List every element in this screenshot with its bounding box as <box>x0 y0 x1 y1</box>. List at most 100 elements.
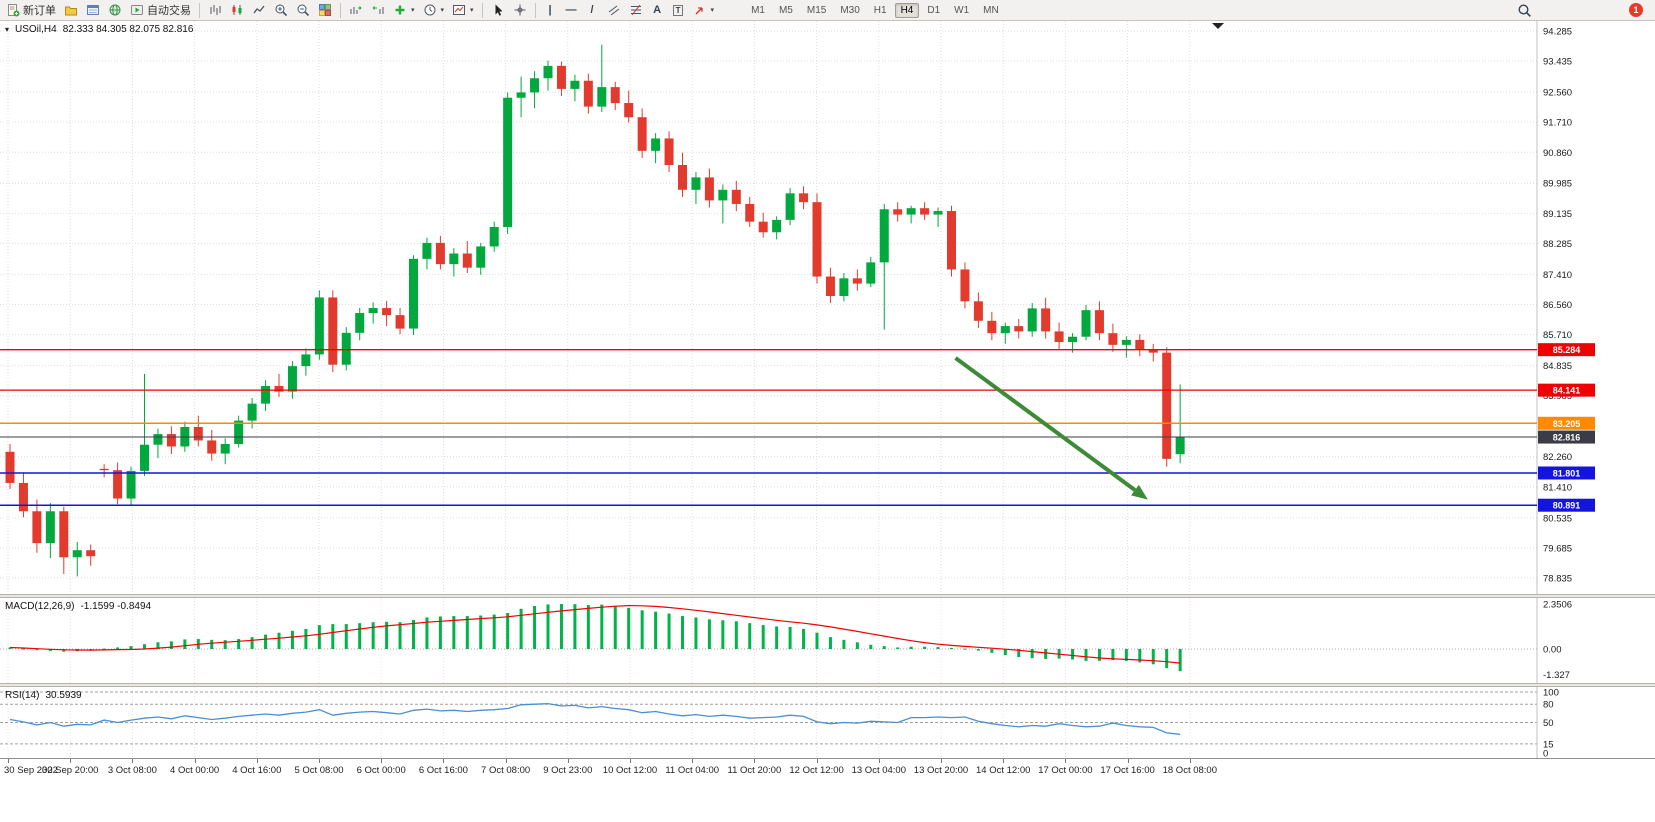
auto-scroll-button[interactable] <box>346 2 366 19</box>
time-tick <box>1003 759 1005 763</box>
text-label-button[interactable]: T <box>669 2 688 19</box>
svg-text:100: 100 <box>1543 688 1559 699</box>
template-icon <box>453 5 466 15</box>
pane-separator[interactable] <box>0 683 1655 687</box>
cursor-button[interactable] <box>488 2 508 19</box>
price-grid <box>0 21 1537 594</box>
timeframe-button-m5[interactable]: M5 <box>778 4 793 16</box>
search-button[interactable] <box>1514 2 1535 19</box>
trendline-icon: / <box>590 4 594 16</box>
line-chart-button[interactable] <box>249 2 269 19</box>
crosshair-icon <box>514 4 526 16</box>
time-label: 9 Oct 23:00 <box>543 765 593 776</box>
trend-arrow[interactable] <box>954 356 1148 500</box>
one-click-collapse-icon[interactable]: ▾ <box>5 25 10 34</box>
svg-text:0.00: 0.00 <box>1543 645 1562 656</box>
arrow-shape-icon <box>695 7 703 15</box>
time-label: 4 Oct 00:00 <box>170 765 220 776</box>
notification-badge[interactable]: 1 <box>1629 3 1643 17</box>
svg-text:80.535: 80.535 <box>1543 513 1572 524</box>
time-label: 11 Oct 20:00 <box>727 765 782 776</box>
indicators-button[interactable]: ▾ <box>390 2 418 19</box>
time-label: 3 Oct 08:00 <box>107 765 157 776</box>
channel-button[interactable] <box>604 2 624 19</box>
profiles-button[interactable] <box>61 2 81 19</box>
trendline-button[interactable]: / <box>583 2 602 19</box>
svg-text:-1.327: -1.327 <box>1543 670 1570 681</box>
svg-text:81.801: 81.801 <box>1553 468 1581 478</box>
macd-chart-canvas[interactable]: 2.3506 0.00 -1.327 <box>0 598 1655 683</box>
scroll-position-marker[interactable] <box>1212 23 1224 29</box>
svg-text:94.285: 94.285 <box>1543 27 1572 38</box>
chart-shift-button[interactable] <box>368 2 388 19</box>
price-chart-canvas[interactable]: 94.285 93.435 92.560 91.710 90.860 89.985 89.1… <box>0 21 1655 594</box>
timeframe-button-m1[interactable]: M1 <box>751 4 765 16</box>
rsi-pane: 100 80 50 15 0 RSI(14) 30.5939 <box>0 687 1655 758</box>
timeframe-button-mn[interactable]: MN <box>983 4 999 16</box>
zoom-in-button[interactable] <box>271 2 291 19</box>
price-axis-badge: 85.284 <box>1538 343 1595 357</box>
timeframe-button-h4[interactable]: H4 <box>894 2 920 18</box>
timeframe-button-h1[interactable]: H1 <box>873 4 887 16</box>
macd-histogram <box>8 604 1182 672</box>
bar-chart-button[interactable] <box>205 2 225 19</box>
text-label-icon: T <box>672 4 684 16</box>
autotrading-button[interactable]: 自动交易 <box>127 2 194 19</box>
timeframe-button-d1[interactable]: D1 <box>927 4 941 16</box>
chevron-down-icon: ▾ <box>710 7 715 14</box>
time-tick <box>443 759 445 763</box>
shapes-button[interactable]: ▾ <box>690 2 718 19</box>
macd-signal-line <box>9 604 1181 664</box>
timeframe-toolbar: M1 M5 M15 M30 H1 H4 D1 W1 MN <box>745 2 1005 18</box>
timeframe-button-w1[interactable]: W1 <box>954 4 970 16</box>
time-label: 6 Oct 00:00 <box>356 765 406 776</box>
time-label: 11 Oct 04:00 <box>665 765 720 776</box>
zoom-out-button[interactable] <box>293 2 313 19</box>
time-label: 13 Oct 20:00 <box>913 765 969 776</box>
svg-text:85.710: 85.710 <box>1543 330 1572 341</box>
candlestick-chart-icon <box>232 5 242 15</box>
time-label: 10 Oct 12:00 <box>602 765 658 776</box>
svg-text:92.560: 92.560 <box>1543 88 1572 99</box>
time-axis[interactable]: 30 Sep 2022 30 Sep 20:00 3 Oct 08:00 4 Oct … <box>0 758 1655 780</box>
fibonacci-icon <box>630 4 641 16</box>
svg-text:91.710: 91.710 <box>1543 118 1572 129</box>
crosshair-button[interactable] <box>510 2 530 19</box>
fibonacci-button[interactable] <box>626 2 646 19</box>
templates-button[interactable]: ▾ <box>449 2 477 19</box>
toolbar-separator <box>340 2 341 18</box>
timeframe-button-m15[interactable]: M15 <box>806 4 827 16</box>
navigator-button[interactable] <box>105 2 125 19</box>
pane-separator[interactable] <box>0 594 1655 598</box>
horizontal-line-button[interactable]: — <box>562 2 581 19</box>
svg-text:84.141: 84.141 <box>1553 386 1581 396</box>
chevron-down-icon: ▾ <box>470 7 474 14</box>
time-label: 4 Oct 16:00 <box>232 765 282 776</box>
market-watch-button[interactable] <box>83 2 103 19</box>
horizontal-line-icon: — <box>565 4 577 16</box>
navigator-globe-icon <box>109 4 121 16</box>
time-tick <box>70 759 72 763</box>
vertical-line-icon: | <box>548 4 552 16</box>
timeframe-button-m30[interactable]: M30 <box>840 4 860 16</box>
time-label: 7 Oct 08:00 <box>481 765 531 776</box>
channel-icon <box>608 5 619 16</box>
svg-text:78.835: 78.835 <box>1543 574 1572 585</box>
candlestick-chart-button[interactable] <box>227 2 247 19</box>
tile-windows-button[interactable] <box>315 2 335 19</box>
chevron-down-icon: ▾ <box>440 7 445 14</box>
price-axis-badge: 82.816 <box>1538 430 1595 444</box>
indicators-plus-icon <box>395 5 405 15</box>
time-label: 12 Oct 12:00 <box>789 765 844 776</box>
time-tick <box>630 759 631 763</box>
periods-button[interactable]: ▾ <box>420 2 448 19</box>
vertical-line-button[interactable]: | <box>541 2 560 19</box>
text-button[interactable]: A <box>648 2 667 19</box>
new-order-button[interactable]: 新订单 <box>3 2 59 19</box>
time-tick <box>754 759 756 763</box>
time-label: 17 Oct 16:00 <box>1100 765 1155 776</box>
time-tick <box>381 759 383 763</box>
rsi-line <box>9 702 1181 735</box>
